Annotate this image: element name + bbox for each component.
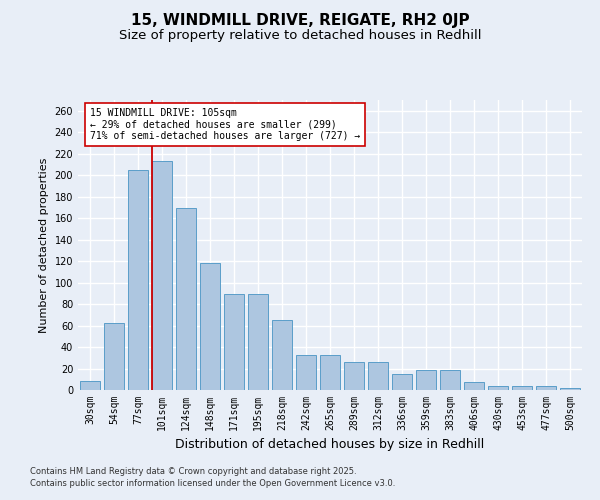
Bar [536,386,556,390]
X-axis label: Distribution of detached houses by size in Redhill: Distribution of detached houses by size … [175,438,485,452]
Text: Size of property relative to detached houses in Redhill: Size of property relative to detached ho… [119,28,481,42]
Bar [248,294,268,390]
Text: Contains HM Land Registry data © Crown copyright and database right 2025.
Contai: Contains HM Land Registry data © Crown c… [30,466,395,487]
Bar [512,386,532,390]
Bar [80,382,100,390]
Bar [416,370,436,390]
Bar [392,374,412,390]
Bar [224,294,244,390]
Bar [152,161,172,390]
Bar [440,370,460,390]
Bar [272,320,292,390]
Bar [344,362,364,390]
Bar [368,362,388,390]
Bar [104,324,124,390]
Bar [488,386,508,390]
Bar [560,388,580,390]
Bar [176,208,196,390]
Bar [464,382,484,390]
Y-axis label: Number of detached properties: Number of detached properties [39,158,49,332]
Bar [296,354,316,390]
Text: 15 WINDMILL DRIVE: 105sqm
← 29% of detached houses are smaller (299)
71% of semi: 15 WINDMILL DRIVE: 105sqm ← 29% of detac… [90,108,360,140]
Bar [320,354,340,390]
Bar [128,170,148,390]
Text: 15, WINDMILL DRIVE, REIGATE, RH2 0JP: 15, WINDMILL DRIVE, REIGATE, RH2 0JP [131,12,469,28]
Bar [200,264,220,390]
